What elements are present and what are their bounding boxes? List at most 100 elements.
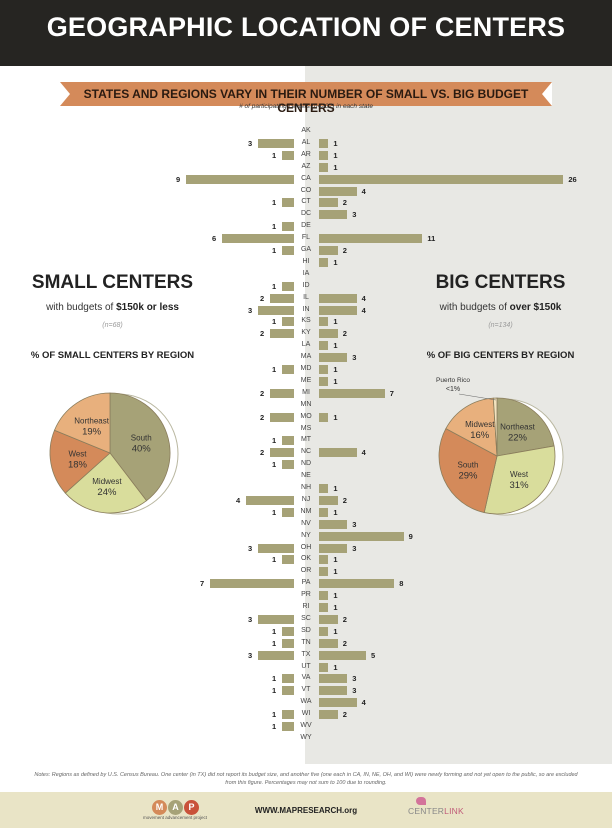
small-pie-title: % OF SMALL CENTERS BY REGION [30,350,195,361]
small-center-value: 4 [236,495,241,505]
state-label: FL [301,234,311,242]
small-center-bar [282,317,294,327]
big-center-value: 4 [361,305,366,315]
state-label: OK [300,555,312,563]
big-center-value: 9 [408,531,413,541]
leader-line [458,393,497,401]
state-label: GA [300,246,312,253]
pie-slice-label: Midwest [92,477,122,486]
state-label: TN [301,638,311,646]
centerlink-a: CENTER [408,806,445,816]
big-center-bar [319,234,423,244]
pie-slice-label: South [458,460,479,469]
small-center-bar [282,626,294,636]
small-center-bar [282,710,294,720]
pie-slice-percent: 19% [82,427,102,438]
big-center-bar [319,626,329,636]
footnotes: Notes: Regions as defined by U.S. Census… [34,772,578,786]
pie-slice-percent: 16% [470,430,490,441]
big-center-bar [319,198,338,208]
big-center-value: 1 [333,412,338,422]
small-center-bar [282,722,294,731]
state-label: VT [301,686,311,694]
centerlink-logo: CENTERLINK [408,806,464,816]
pie-slice-northeast [496,397,555,457]
small-center-bar [270,388,294,398]
page-title: GEOGRAPHIC LOCATION OF CENTERS [46,12,566,42]
state-label: LA [301,341,311,349]
big-center-value: 5 [371,650,376,660]
small-center-bar [282,555,294,565]
pie-slice-south [109,392,171,502]
pie-slice-midwest [445,397,498,457]
big-center-bar [319,246,338,255]
big-desc-prefix: with budgets of [439,302,510,313]
big-center-bar [319,162,329,172]
big-center-bar [319,674,348,684]
big-center-bar [319,412,329,422]
small-center-value: 1 [272,638,277,648]
state-label: HI [302,257,310,265]
state-label: MA [300,353,312,361]
state-label: CO [300,186,312,194]
state-label: DC [300,210,312,218]
small-center-value: 1 [272,246,277,255]
state-label: NM [300,507,312,515]
big-center-value: 1 [333,626,338,636]
state-label: WI [301,710,311,718]
state-label: IA [302,269,310,277]
big-centers-count: (n=134) [488,322,513,329]
pie-slice-south [438,428,498,514]
small-center-bar [282,246,294,255]
small-center-value: 1 [272,722,277,731]
big-center-value: 2 [342,246,347,255]
small-center-value: 2 [260,412,265,422]
big-centers-title: BIG CENTERS [435,272,566,293]
big-center-bar [319,686,348,696]
state-label: OH [300,543,312,551]
state-label: DE [301,222,311,230]
banner-notch-right [542,82,552,106]
big-center-bar [319,484,329,493]
centerlink-mark-icon [416,797,426,805]
pie-slice-puerto-rico [492,397,498,457]
small-center-bar [258,305,294,315]
small-center-bar [282,686,294,696]
website-link[interactable]: WWW.MAPRESEARCH.org [254,806,358,815]
big-center-bar [319,531,404,541]
big-center-value: 1 [333,555,338,565]
small-center-bar [270,329,294,339]
state-label: AZ [301,162,311,170]
big-center-bar [319,543,348,553]
map-logo-subtitle: movement advancement project [143,815,208,820]
big-center-bar [319,448,357,458]
small-center-value: 2 [260,388,265,398]
big-center-bar [319,174,564,184]
big-center-value: 3 [352,210,357,220]
state-label: MS [300,424,312,432]
small-center-bar [282,198,294,208]
big-center-bar [319,365,329,374]
small-center-value: 2 [260,329,265,339]
state-label: WY [300,733,312,741]
big-center-bar [319,210,348,220]
big-center-value: 1 [333,484,338,493]
pie-slice-west [483,445,556,515]
big-center-value: 2 [342,710,347,720]
big-center-bar [319,591,329,601]
state-label: KY [301,329,311,337]
big-center-value: 1 [333,138,338,148]
big-center-value: 1 [333,662,338,672]
small-center-bar [282,507,294,517]
big-center-value: 8 [399,579,404,589]
small-center-bar [186,174,294,184]
big-center-value: 1 [333,150,338,160]
big-center-value: 2 [342,329,347,339]
state-label: ND [300,460,312,468]
big-center-bar [319,329,338,339]
big-center-value: 3 [352,353,357,363]
pie-slice-label: Puerto Rico [436,377,470,384]
small-center-bar [282,436,294,446]
big-center-bar [319,614,338,624]
